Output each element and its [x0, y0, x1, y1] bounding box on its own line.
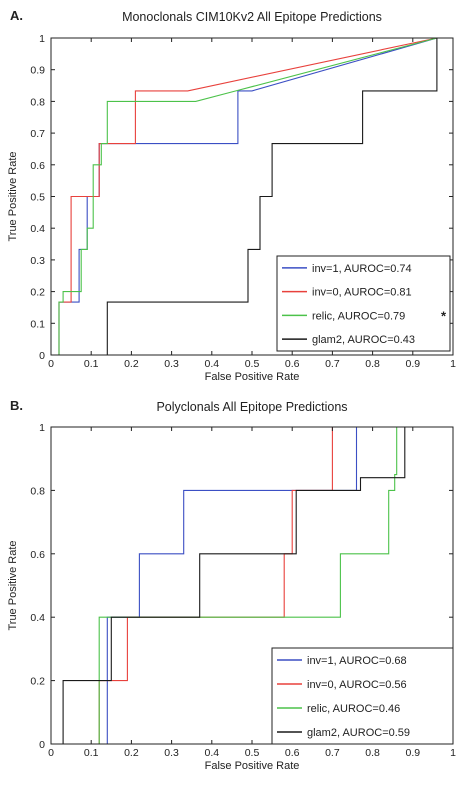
y-tick-label: 0.2 — [30, 287, 45, 299]
legend-label: relic, AUROC=0.46 — [307, 703, 400, 715]
x-tick-label: 0.2 — [124, 747, 139, 759]
x-tick-label: 0.1 — [84, 747, 99, 759]
x-tick-label: 0.8 — [365, 358, 380, 370]
legend-label: inv=1, AUROC=0.68 — [307, 655, 407, 667]
y-tick-label: 1 — [39, 422, 45, 434]
x-tick-label: 0.7 — [325, 358, 340, 370]
legend-box — [276, 255, 451, 352]
x-tick-label: 0.5 — [245, 358, 260, 370]
series-line-3 — [51, 37, 453, 356]
x-axis-label: False Positive Rate — [205, 371, 300, 383]
x-tick-label: 1 — [450, 747, 456, 759]
legend-label: inv=0, AUROC=0.81 — [312, 287, 412, 299]
x-tick-label: 0.9 — [405, 747, 420, 759]
y-tick-label: 0.4 — [30, 612, 45, 624]
x-tick-label: 0.6 — [285, 358, 300, 370]
significance-asterisk: * — [441, 308, 447, 323]
y-tick-label: 0.3 — [30, 255, 45, 267]
x-tick-label: 0.4 — [204, 358, 219, 370]
legend-label: inv=1, AUROC=0.74 — [312, 263, 412, 275]
series-line-3 — [51, 427, 398, 745]
y-tick-label: 0.8 — [30, 96, 45, 108]
x-tick-label: 0.6 — [285, 747, 300, 759]
legend: inv=1, AUROC=0.68 inv=0, AUROC=0.56 relic,… — [271, 647, 454, 745]
y-axis-label: True Positive Rate — [7, 540, 19, 630]
y-tick-label: 0.8 — [30, 485, 45, 497]
x-tick-label: 0 — [48, 358, 54, 370]
x-tick-label: 0.9 — [405, 358, 420, 370]
y-tick-label: 0.6 — [30, 549, 45, 561]
y-tick-label: 0.2 — [30, 676, 45, 688]
y-axis-label: True Positive Rate — [7, 151, 19, 241]
y-tick-label: 1 — [39, 33, 45, 45]
y-tick-label: 0.4 — [30, 223, 45, 235]
legend-label: glam2, AUROC=0.43 — [312, 334, 415, 346]
y-tick-label: 0 — [39, 350, 45, 362]
y-tick-label: 0.6 — [30, 160, 45, 172]
y-tick-label: 0.5 — [30, 192, 45, 204]
x-tick-label: 0.3 — [164, 358, 179, 370]
x-tick-label: 0.2 — [124, 358, 139, 370]
legend-box — [271, 647, 454, 745]
series-line-4 — [51, 427, 406, 745]
chart-title: Monoclonals CIM10Kv2 All Epitope Predict… — [122, 10, 382, 24]
x-tick-label: 1 — [450, 358, 456, 370]
y-tick-label: 0.7 — [30, 128, 45, 140]
legend: inv=1, AUROC=0.74 inv=0, AUROC=0.81 relic,… — [276, 255, 451, 352]
x-tick-label: 0 — [48, 747, 54, 759]
y-tick-label: 0.1 — [30, 318, 45, 330]
x-axis-label: False Positive Rate — [205, 760, 300, 772]
legend-label: inv=0, AUROC=0.56 — [307, 679, 407, 691]
legend-label: glam2, AUROC=0.59 — [307, 727, 410, 739]
x-tick-label: 0.8 — [365, 747, 380, 759]
legend-label: relic, AUROC=0.79 — [312, 310, 405, 322]
x-tick-label: 0.1 — [84, 358, 99, 370]
chart-panel-1: A. Monoclonals CIM10Kv2 All Epitope Predi… — [7, 8, 456, 383]
x-tick-label: 0.5 — [245, 747, 260, 759]
panel-label: A. — [10, 8, 23, 23]
chart-title: Polyclonals All Epitope Predictions — [156, 400, 347, 414]
x-tick-label: 0.4 — [204, 747, 219, 759]
y-tick-label: 0.9 — [30, 65, 45, 77]
chart-panel-2: B. Polyclonals All Epitope Predictions 0 0.… — [7, 398, 456, 772]
x-tick-label: 0.7 — [325, 747, 340, 759]
panel-label: B. — [10, 398, 23, 413]
y-tick-label: 0 — [39, 739, 45, 751]
series-line-4 — [51, 37, 453, 356]
x-tick-label: 0.3 — [164, 747, 179, 759]
